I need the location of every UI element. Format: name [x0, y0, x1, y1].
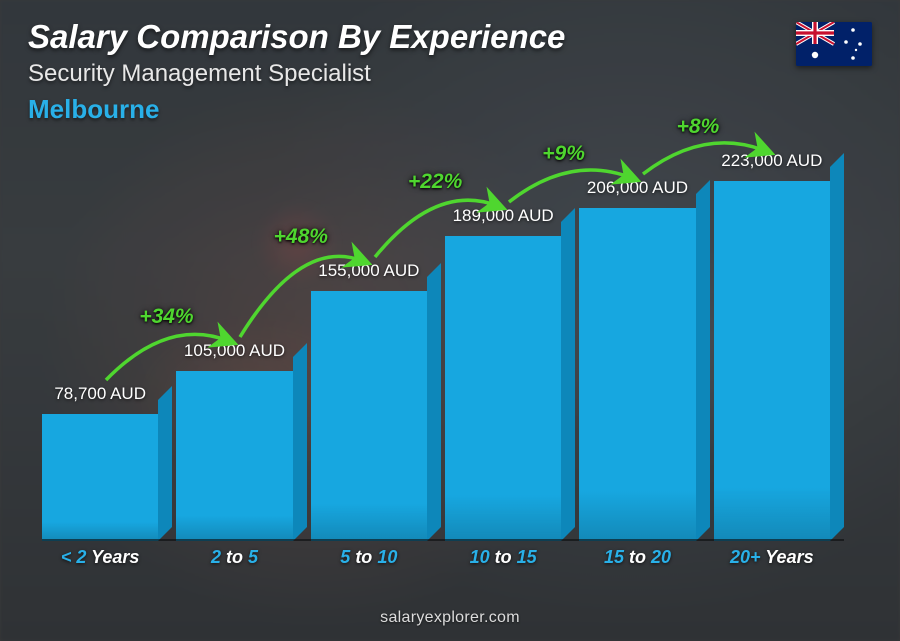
x-axis-tick-label: 20+ Years	[714, 547, 830, 577]
bar-column: 206,000 AUD	[579, 178, 695, 541]
bar-column: 78,700 AUD	[42, 384, 158, 541]
bar	[42, 414, 158, 541]
bar-value-label: 206,000 AUD	[587, 178, 688, 198]
chart-title: Salary Comparison By Experience	[28, 18, 872, 56]
x-axis-tick-label: 5 to 10	[311, 547, 427, 577]
bar-value-label: 189,000 AUD	[453, 206, 554, 226]
chart-location: Melbourne	[28, 94, 872, 125]
bar	[579, 208, 695, 541]
bar-column: 155,000 AUD	[311, 261, 427, 541]
bar-column: 223,000 AUD	[714, 151, 830, 541]
bar-value-label: 78,700 AUD	[54, 384, 146, 404]
bars-container: 78,700 AUD 105,000 AUD 155,000 AUD 189,000 …	[42, 150, 830, 541]
bar-chart: 78,700 AUD 105,000 AUD 155,000 AUD 189,000 …	[42, 150, 830, 577]
footer-attribution: salaryexplorer.com	[0, 609, 900, 627]
bar-value-label: 223,000 AUD	[721, 151, 822, 171]
x-axis-tick-label: < 2 Years	[42, 547, 158, 577]
bar	[714, 181, 830, 541]
header: Salary Comparison By Experience Security…	[28, 18, 872, 125]
chart-subtitle: Security Management Specialist	[28, 60, 872, 88]
bar	[311, 291, 427, 541]
bar-column: 189,000 AUD	[445, 206, 561, 541]
bar-value-label: 105,000 AUD	[184, 341, 285, 361]
x-axis-tick-label: 15 to 20	[579, 547, 695, 577]
x-axis-tick-label: 2 to 5	[176, 547, 292, 577]
chart-baseline	[42, 539, 844, 541]
bar-column: 105,000 AUD	[176, 341, 292, 541]
x-axis-tick-label: 10 to 15	[445, 547, 561, 577]
bar-value-label: 155,000 AUD	[318, 261, 419, 281]
bar	[445, 236, 561, 541]
australia-flag-icon	[796, 22, 872, 66]
bar	[176, 371, 292, 541]
x-axis-labels: < 2 Years 2 to 5 5 to 10 10 to 15 15 to 20 20…	[42, 547, 830, 577]
